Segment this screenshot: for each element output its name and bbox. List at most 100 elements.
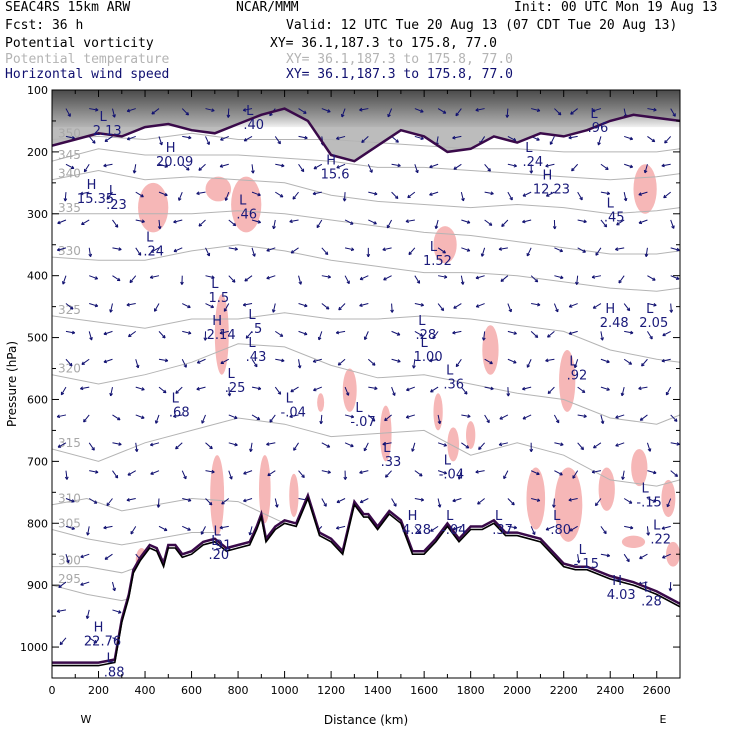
extremum-label: L.33 (381, 441, 402, 470)
wind-arrowhead (67, 113, 71, 117)
wind-arrowhead (387, 113, 391, 118)
wind-arrow (453, 303, 462, 309)
x-tick-label: 1600 (410, 684, 438, 697)
wind-arrow (200, 526, 206, 535)
wind-arrow (111, 108, 116, 118)
wind-arrowhead (668, 588, 673, 592)
wind-arrow (600, 526, 607, 534)
y-tick-label: 500 (27, 332, 48, 345)
extremum-value: 1.52 (423, 254, 452, 269)
extremum-value: -.07 (350, 415, 375, 430)
wind-arrow (498, 442, 508, 446)
wind-arrowhead (430, 528, 434, 532)
wind-arrow (60, 386, 67, 396)
pink-region (466, 421, 476, 449)
wind-arrow (500, 275, 509, 282)
wind-arrow (219, 163, 229, 168)
wind-arrowhead (526, 364, 531, 368)
wind-arrow (547, 331, 555, 338)
wind-arrowhead (303, 110, 307, 114)
wind-arrow (507, 358, 517, 364)
wind-arrowhead (638, 386, 642, 391)
wind-arrowhead (104, 138, 109, 142)
wind-arrow (638, 219, 648, 224)
wind-arrowhead (275, 504, 279, 508)
extremum-letter: L (107, 652, 115, 667)
wind-arrow (546, 191, 555, 197)
wind-arrow (414, 330, 423, 337)
wind-arrow (178, 191, 183, 201)
wind-arrow (553, 498, 555, 508)
wind-arrow (382, 442, 392, 445)
wind-arrow (274, 136, 281, 145)
wind-arrowhead (628, 361, 633, 365)
wind-arrow (126, 303, 136, 306)
wind-arrowhead (304, 303, 308, 308)
wind-arrowhead (63, 198, 68, 202)
wind-arrow (484, 163, 491, 172)
wind-arrow (173, 219, 183, 223)
x-tick-label: 800 (228, 684, 249, 697)
wind-arrowhead (615, 443, 619, 447)
wind-arrowhead (245, 335, 250, 339)
wind-arrow (344, 275, 350, 284)
wind-arrowhead (316, 224, 320, 229)
wind-arrow (391, 358, 401, 363)
extremum-label: L.68 (169, 392, 190, 421)
extremum-value: .25 (225, 381, 246, 396)
extremum-label: H2.48 (600, 302, 629, 331)
wind-arrow (289, 414, 299, 418)
wind-arrowhead (298, 281, 303, 285)
wind-arrowhead (345, 392, 350, 396)
wind-arrowhead (646, 532, 651, 536)
wind-arrowhead (442, 250, 446, 254)
wind-arrowhead (186, 167, 190, 171)
wind-arrowhead (231, 279, 236, 283)
wind-arrowhead (603, 530, 607, 535)
wind-arrowhead (676, 247, 680, 252)
wind-arrow (368, 191, 378, 195)
wind-arrow (313, 358, 322, 363)
wind-arrow (225, 191, 230, 201)
extremum-letter: L (100, 110, 108, 125)
wind-arrowhead (478, 446, 482, 450)
wind-arrowhead (94, 276, 99, 280)
terrain-pv-contour (52, 491, 680, 664)
wind-arrowhead (503, 475, 507, 480)
wind-arrowhead (513, 331, 517, 335)
wind-arrowhead (526, 252, 530, 257)
wind-arrow (267, 470, 276, 477)
wind-arrow (112, 470, 119, 479)
wind-arrowhead (641, 362, 645, 367)
wind-arrow (384, 414, 392, 422)
wind-arrow (266, 247, 276, 252)
wind-arrowhead (534, 334, 539, 338)
wind-arrow (273, 219, 276, 229)
extremum-label: L.24 (522, 141, 543, 170)
extremum-letter: H (166, 141, 176, 156)
extremum-label: H2.14 (207, 314, 236, 343)
terrain-fill (52, 498, 680, 678)
wind-arrowhead (490, 191, 494, 196)
wind-arrowhead (323, 503, 327, 507)
wind-arrowhead (141, 415, 145, 419)
wind-arrowhead (89, 336, 93, 341)
wind-arrowhead (154, 420, 159, 424)
wind-arrow (321, 303, 330, 310)
wind-arrowhead (419, 333, 424, 337)
wind-arrowhead (653, 107, 657, 112)
wind-arrow (155, 414, 160, 424)
wind-arrow (83, 414, 90, 423)
wind-arrow (89, 108, 99, 111)
wind-arrow (600, 219, 607, 228)
wind-arrowhead (221, 501, 225, 505)
wind-arrow (135, 442, 138, 452)
wind-arrow (343, 192, 346, 202)
wind-arrowhead (545, 193, 550, 197)
isentrope-line (52, 244, 680, 292)
wind-arrow (507, 330, 517, 335)
wind-arrowhead (58, 584, 62, 588)
wind-arrowhead (211, 469, 215, 474)
extremum-value: 15.6 (321, 167, 350, 182)
wind-arrowhead (300, 168, 305, 173)
